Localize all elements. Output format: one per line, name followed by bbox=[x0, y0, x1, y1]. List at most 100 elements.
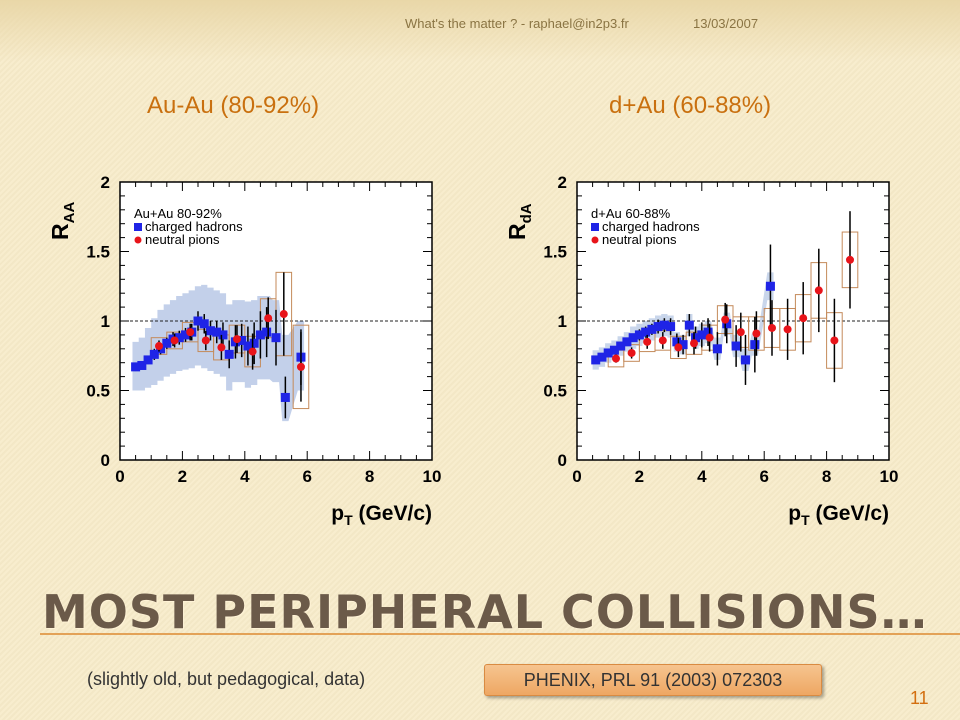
hadron-point bbox=[697, 330, 707, 340]
pion-point bbox=[233, 335, 241, 344]
x-axis-label: pT (GeV/c) bbox=[331, 502, 432, 528]
y-tick-label: 2 bbox=[101, 173, 110, 192]
hadron-point bbox=[218, 330, 228, 340]
legend-hadron-label: charged hadrons bbox=[145, 219, 243, 234]
y-tick-label: 0.5 bbox=[543, 382, 567, 401]
hadron-point bbox=[622, 337, 632, 347]
hadron-point bbox=[131, 362, 141, 372]
legend-pion-marker bbox=[591, 236, 599, 244]
hadron-point bbox=[262, 327, 272, 337]
charged-hadrons-syst-band bbox=[132, 284, 305, 422]
y-tick-label: 0.5 bbox=[86, 382, 110, 401]
legend-pion-label: neutral pions bbox=[145, 232, 220, 247]
pion-point bbox=[643, 337, 652, 346]
x-tick-label: 0 bbox=[572, 467, 581, 486]
pion-point bbox=[155, 342, 163, 351]
hadron-point bbox=[255, 330, 265, 340]
auau-raa-plot: 0 2 4 6 8 10 0 0.5 1 1.5 2 pT (GeV/c) RAA Au+Au 80-92… bbox=[47, 173, 442, 528]
pion-point bbox=[279, 310, 288, 319]
pion-point bbox=[721, 315, 730, 324]
hadron-point bbox=[199, 319, 209, 329]
hadron-point bbox=[181, 330, 191, 340]
y-tick-label: 2 bbox=[558, 173, 567, 192]
pion-point bbox=[264, 314, 273, 323]
y-tick-label: 1 bbox=[558, 312, 567, 331]
hadron-point bbox=[174, 333, 184, 343]
hadron-point bbox=[628, 333, 638, 343]
pion-point bbox=[674, 343, 683, 352]
hadron-point bbox=[212, 327, 222, 337]
x-tick-label: 4 bbox=[240, 467, 250, 486]
pion-point bbox=[201, 336, 210, 345]
pion-point bbox=[736, 328, 745, 337]
pion-point bbox=[768, 323, 776, 332]
hadron-point bbox=[691, 333, 701, 343]
pion-point bbox=[830, 336, 839, 345]
title-underline bbox=[40, 633, 960, 635]
hadron-point bbox=[616, 341, 626, 351]
reference-button[interactable]: PHENIX, PRL 91 (2003) 072303 bbox=[484, 664, 822, 696]
hadron-point bbox=[280, 392, 290, 402]
hadron-point bbox=[271, 333, 281, 343]
x-tick-label: 10 bbox=[423, 467, 442, 486]
pion-point bbox=[783, 325, 792, 334]
pion-point bbox=[799, 314, 808, 323]
hadron-point bbox=[224, 349, 234, 359]
header-title: What's the matter ? - raphael@in2p3.fr bbox=[405, 16, 629, 31]
hadron-point bbox=[647, 324, 657, 334]
header-date: 13/03/2007 bbox=[693, 16, 759, 31]
hadron-point bbox=[137, 360, 147, 370]
slide-title: Most peripheral collisions… bbox=[42, 585, 928, 639]
pion-point bbox=[217, 343, 226, 352]
hadron-point bbox=[672, 337, 682, 347]
pion-point bbox=[705, 333, 714, 342]
hadron-point bbox=[765, 281, 775, 291]
y-axis-label: RdA bbox=[504, 203, 535, 240]
pion-point bbox=[627, 348, 636, 357]
legend-hadron-label: charged hadrons bbox=[602, 219, 700, 234]
pion-point bbox=[186, 328, 195, 337]
hadron-point bbox=[597, 352, 607, 362]
hadron-point bbox=[703, 327, 713, 337]
x-axis-label: pT (GeV/c) bbox=[788, 502, 889, 528]
pion-point bbox=[658, 336, 667, 345]
x-tick-label: 2 bbox=[178, 467, 187, 486]
hadron-point bbox=[722, 319, 732, 329]
hadron-point bbox=[678, 340, 688, 350]
header-band bbox=[0, 0, 960, 62]
hadron-point bbox=[609, 345, 619, 355]
hadron-point bbox=[653, 322, 663, 332]
hadron-point bbox=[149, 349, 159, 359]
legend-title: Au+Au 80-92% bbox=[134, 206, 222, 221]
x-tick-label: 0 bbox=[115, 467, 124, 486]
hadron-point bbox=[193, 316, 203, 326]
hadron-point bbox=[205, 326, 215, 336]
hadron-point bbox=[641, 327, 651, 337]
hadron-point bbox=[634, 330, 644, 340]
hadron-point bbox=[712, 344, 722, 354]
x-tick-label: 6 bbox=[302, 467, 311, 486]
hadron-point bbox=[750, 340, 760, 350]
hadron-point bbox=[740, 355, 750, 365]
hadron-point bbox=[684, 320, 694, 330]
pion-point bbox=[248, 347, 257, 356]
slide-subtitle: (slightly old, but pedagogical, data) bbox=[87, 669, 366, 689]
panel-title-dau: d+Au (60-88%) bbox=[609, 92, 772, 119]
x-tick-label: 2 bbox=[635, 467, 644, 486]
legend-title: d+Au 60-88% bbox=[591, 206, 671, 221]
y-tick-label: 0 bbox=[558, 451, 567, 470]
legend-hadron-marker bbox=[591, 223, 599, 231]
pion-point bbox=[814, 286, 823, 295]
pion-point bbox=[846, 255, 854, 264]
hadron-point bbox=[731, 341, 741, 351]
hadron-point bbox=[659, 320, 669, 330]
hadron-point bbox=[162, 338, 172, 348]
y-tick-label: 1.5 bbox=[86, 243, 110, 262]
x-tick-label: 8 bbox=[365, 467, 374, 486]
pion-point bbox=[170, 336, 179, 345]
legend-pion-marker bbox=[134, 236, 142, 244]
hadron-point bbox=[249, 338, 259, 348]
legend-pion-label: neutral pions bbox=[602, 232, 677, 247]
x-tick-label: 4 bbox=[697, 467, 707, 486]
x-tick-label: 8 bbox=[822, 467, 831, 486]
